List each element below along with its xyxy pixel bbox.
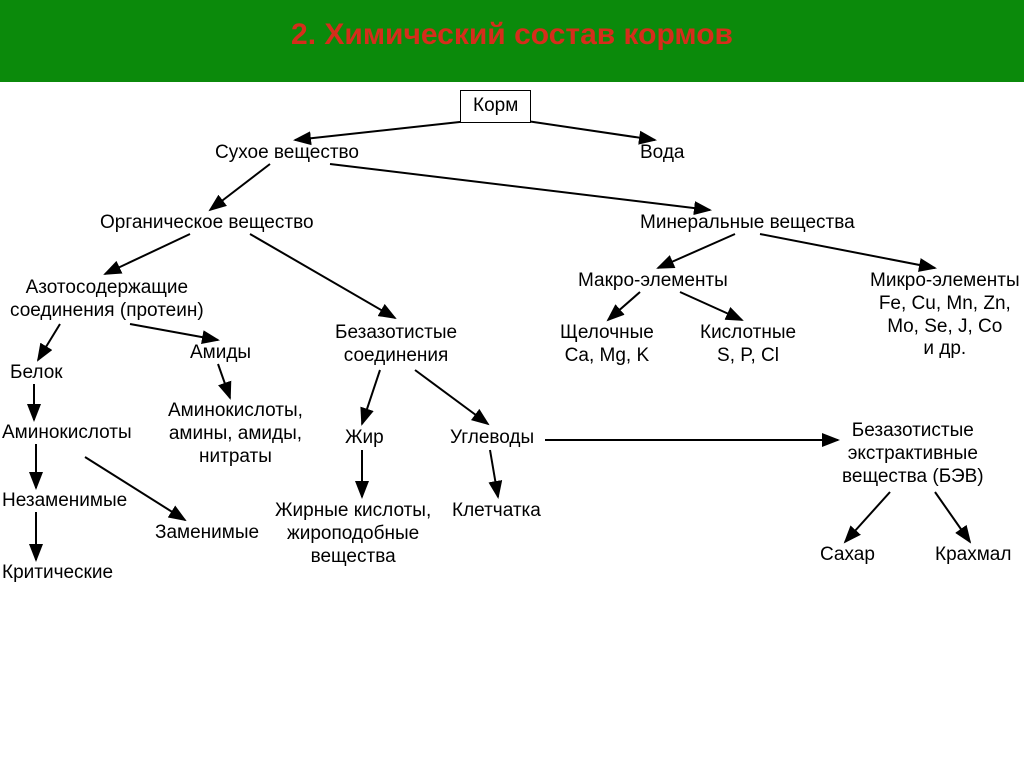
node-water: Вода bbox=[640, 142, 684, 165]
edge-7 bbox=[760, 234, 935, 268]
node-dry: Сухое вещество bbox=[215, 142, 359, 165]
edge-8 bbox=[38, 324, 60, 360]
edge-23 bbox=[935, 492, 970, 542]
node-micro: Микро-элементы Fe, Cu, Mn, Zn, Mo, Se, J… bbox=[870, 270, 1020, 361]
edge-19 bbox=[608, 292, 640, 320]
node-nonnitrogen: Безазотистые соединения bbox=[335, 322, 457, 368]
edge-9 bbox=[130, 324, 218, 340]
node-root: Корм bbox=[460, 90, 531, 123]
node-organic: Органическое вещество bbox=[100, 212, 314, 235]
diagram: Корм Сухое вещество Вода Органическое вещес… bbox=[0, 82, 1024, 762]
node-carbs: Углеводы bbox=[450, 427, 534, 450]
node-aminoacids: Аминокислоты bbox=[2, 422, 132, 445]
edge-4 bbox=[105, 234, 190, 274]
edge-20 bbox=[680, 292, 742, 320]
node-macro: Макро-элементы bbox=[578, 270, 728, 293]
edge-22 bbox=[845, 492, 890, 542]
edge-2 bbox=[210, 164, 270, 210]
node-amides: Амиды bbox=[190, 342, 251, 365]
node-fat: Жир bbox=[345, 427, 384, 450]
edge-0 bbox=[295, 120, 478, 140]
node-replaceable: Заменимые bbox=[155, 522, 259, 545]
node-critical: Критические bbox=[2, 562, 113, 585]
edge-16 bbox=[415, 370, 488, 424]
node-amide_detail: Аминокислоты, амины, амиды, нитраты bbox=[168, 400, 303, 468]
node-starch: Крахмал bbox=[935, 544, 1011, 567]
edge-3 bbox=[330, 164, 710, 210]
slide-title: 2. Химический состав кормов bbox=[0, 18, 1024, 52]
node-fiber: Клетчатка bbox=[452, 500, 541, 523]
slide-header: 2. Химический состав кормов bbox=[0, 0, 1024, 82]
node-protein: Белок bbox=[10, 362, 63, 385]
edge-18 bbox=[490, 450, 498, 497]
node-bev: Безазотистые экстрактивные вещества (БЭВ… bbox=[842, 420, 984, 488]
node-essential: Незаменимые bbox=[2, 490, 127, 513]
node-sugar: Сахар bbox=[820, 544, 875, 567]
node-alkaline: Щелочные Ca, Mg, K bbox=[560, 322, 654, 368]
node-nitrogen: Азотосодержащие соединения (протеин) bbox=[10, 277, 204, 323]
edge-15 bbox=[362, 370, 380, 424]
node-acidic: Кислотные S, P, Cl bbox=[700, 322, 796, 368]
node-fatacids: Жирные кислоты, жироподобные вещества bbox=[275, 500, 431, 568]
node-mineral: Минеральные вещества bbox=[640, 212, 855, 235]
edge-5 bbox=[250, 234, 395, 318]
edge-1 bbox=[520, 120, 655, 140]
edge-6 bbox=[658, 234, 735, 268]
edge-11 bbox=[218, 364, 230, 398]
